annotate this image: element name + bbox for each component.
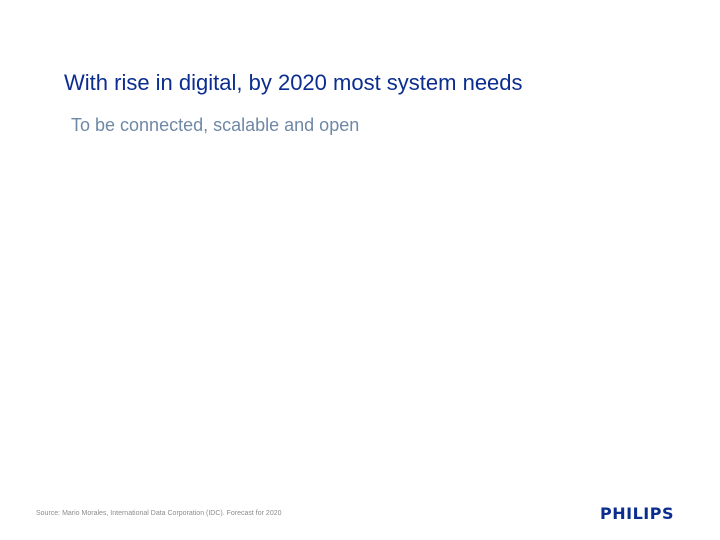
source-note: Source: Mario Morales, International Dat… bbox=[36, 510, 282, 517]
philips-logo: PHILIPS bbox=[600, 504, 674, 523]
slide-subtitle: To be connected, scalable and open bbox=[71, 115, 360, 135]
slide-title: With rise in digital, by 2020 most syste… bbox=[64, 70, 523, 95]
